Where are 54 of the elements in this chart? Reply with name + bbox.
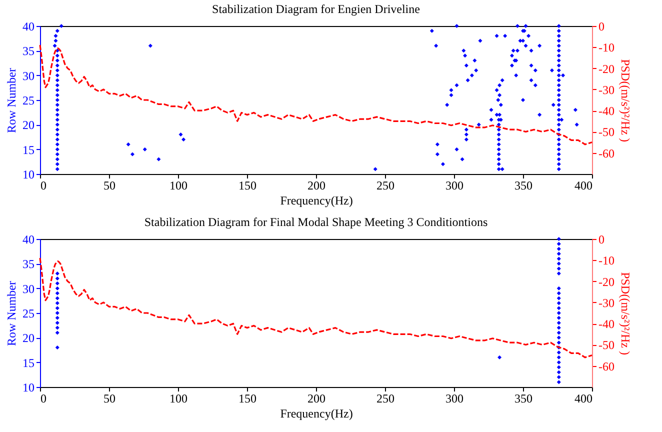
y2-tick-label: -10 xyxy=(598,40,614,55)
y2-tick-label: -60 xyxy=(598,146,614,160)
y-tick-label: 35 xyxy=(22,257,34,272)
y2-tick-label: -40 xyxy=(598,317,614,332)
y-tick-label: 10 xyxy=(22,380,34,394)
chart-title: Stabilization Diagram for Engien Driveline xyxy=(212,2,420,16)
y2-tick-label: 0 xyxy=(598,20,604,34)
x-axis-title: Frequency(Hz) xyxy=(280,406,353,420)
y-tick-label: 40 xyxy=(22,20,34,34)
y-tick-label: 30 xyxy=(22,68,34,83)
chart-title: Stabilization Diagram for Final Modal Shape Meeting 3 Conditiontions xyxy=(144,215,488,229)
x-tick-label: 0 xyxy=(40,392,46,406)
x-tick-label: 50 xyxy=(104,178,116,192)
y2-tick-label: -10 xyxy=(598,254,614,268)
x-tick-label: 100 xyxy=(170,178,188,192)
y2-axis-title: PSD((m/s²)²/Hz ) xyxy=(618,59,632,142)
y-tick-label: 20 xyxy=(22,331,34,346)
y2-axis-title: PSD((m/s²)²/Hz ) xyxy=(618,272,632,355)
x-tick-label: 350 xyxy=(514,178,532,192)
x-tick-label: 0 xyxy=(40,178,46,192)
y2-tick-label: -50 xyxy=(598,125,614,140)
y-axis-title: Row Number xyxy=(4,281,18,346)
y-tick-label: 35 xyxy=(22,44,34,58)
y-tick-label: 25 xyxy=(22,94,34,108)
x-axis-title: Frequency(Hz) xyxy=(280,194,353,208)
x-tick-label: 150 xyxy=(238,178,256,192)
x-tick-label: 350 xyxy=(514,392,532,406)
x-tick-label: 400 xyxy=(574,392,592,406)
y-tick-label: 25 xyxy=(22,306,34,320)
y2-tick-label: -60 xyxy=(598,359,614,374)
y-tick-label: 40 xyxy=(22,232,34,246)
x-tick-label: 250 xyxy=(376,392,394,406)
x-tick-label: 50 xyxy=(104,392,116,406)
x-tick-label: 100 xyxy=(170,392,188,406)
x-tick-label: 200 xyxy=(308,178,326,192)
y-tick-label: 15 xyxy=(22,356,34,370)
x-tick-label: 250 xyxy=(376,178,394,192)
y-tick-label: 10 xyxy=(22,168,34,182)
x-tick-label: 300 xyxy=(446,392,464,406)
y-tick-label: 20 xyxy=(22,118,34,132)
x-tick-label: 150 xyxy=(238,392,256,406)
y2-tick-label: -40 xyxy=(598,104,614,118)
y-tick-label: 15 xyxy=(22,142,34,157)
x-tick-label: 300 xyxy=(446,178,464,192)
y2-tick-label: -20 xyxy=(598,274,614,289)
y2-tick-label: -50 xyxy=(598,338,614,352)
y2-tick-label: -20 xyxy=(598,62,614,76)
x-tick-label: 400 xyxy=(574,178,592,192)
y-tick-label: 30 xyxy=(22,282,34,296)
y-axis-title: Row Number xyxy=(4,68,18,133)
y2-tick-label: 0 xyxy=(598,232,604,246)
y2-tick-label: -30 xyxy=(598,82,614,97)
y2-tick-label: -30 xyxy=(598,296,614,310)
x-tick-label: 200 xyxy=(308,392,326,406)
